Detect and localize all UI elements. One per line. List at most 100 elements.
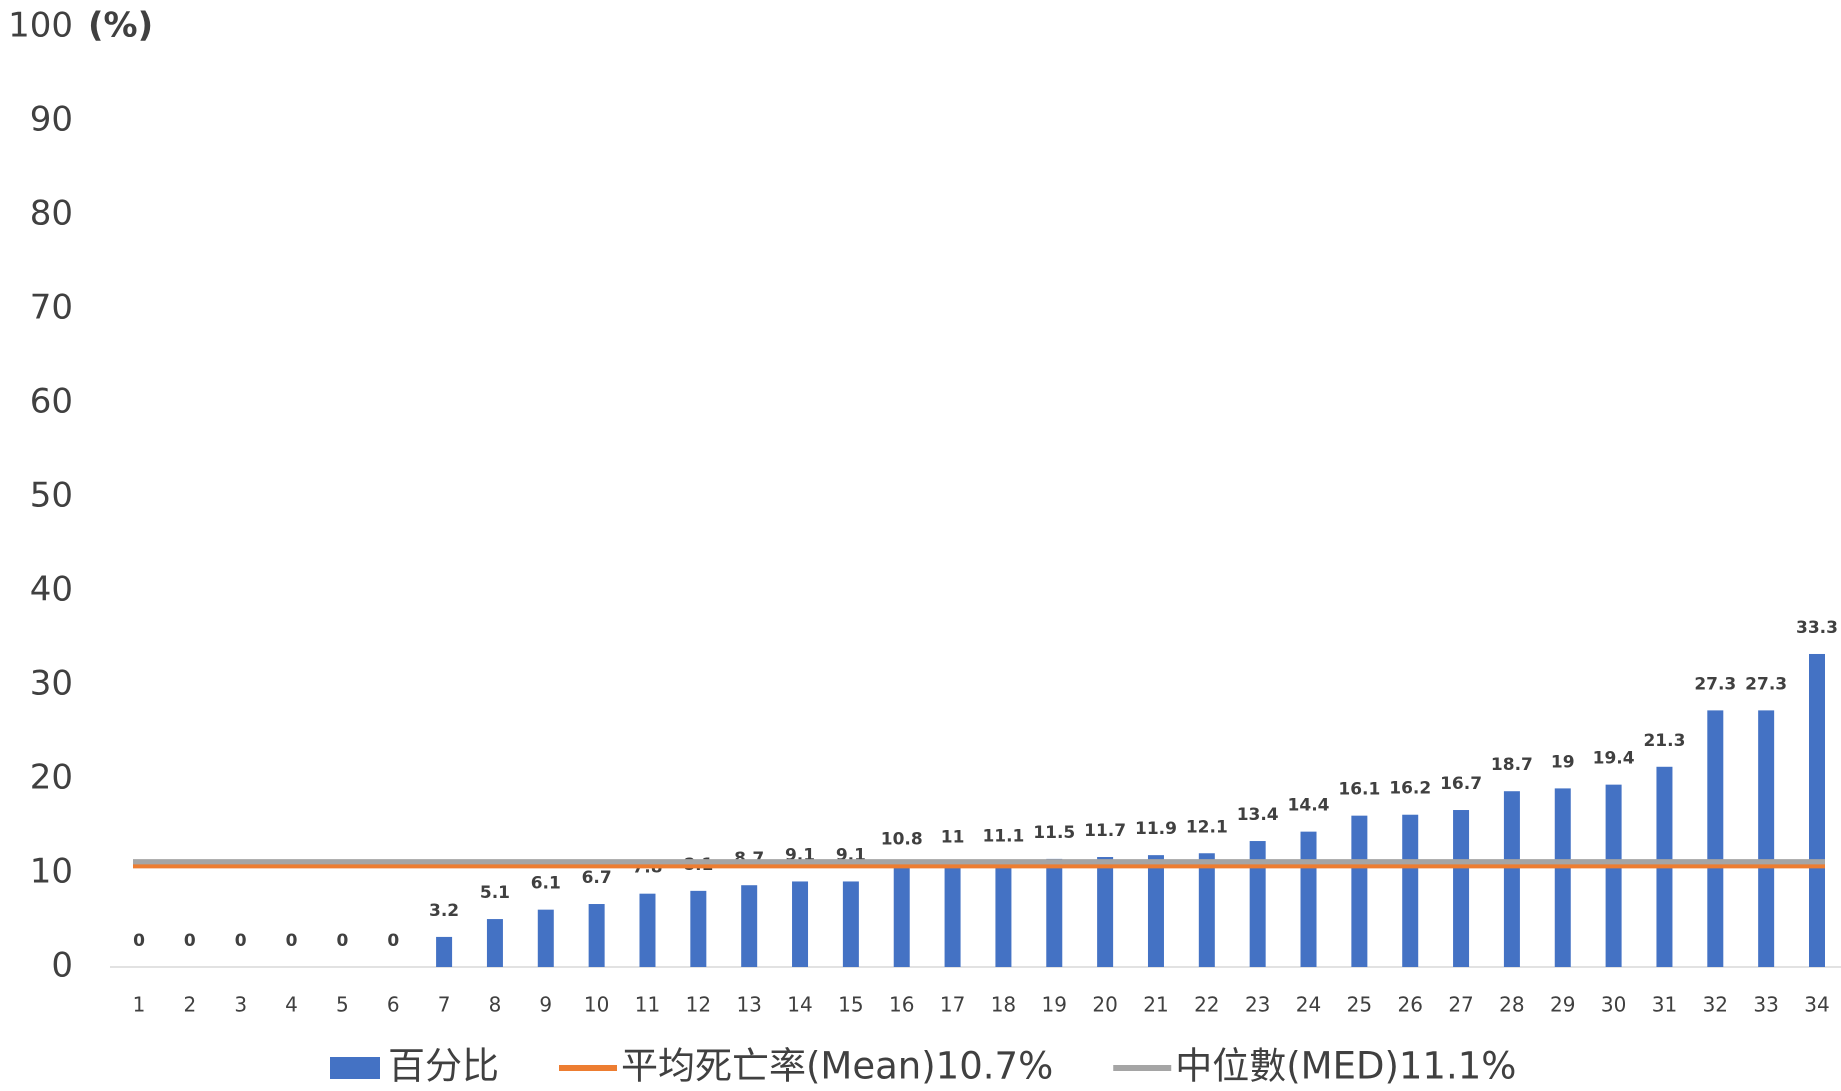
x-tick-label: 25 [1347, 993, 1372, 1017]
value-label: 19 [1551, 752, 1575, 772]
x-tick-label: 31 [1652, 993, 1677, 1017]
x-tick-label: 4 [285, 993, 298, 1017]
bar [639, 893, 656, 967]
bar [1198, 853, 1215, 967]
y-tick-label: 50 [30, 476, 73, 516]
x-tick-label: 33 [1753, 993, 1778, 1017]
y-tick-label: 10 [30, 852, 73, 892]
x-tick-label: 34 [1804, 993, 1829, 1017]
x-tick-label: 3 [234, 993, 247, 1017]
y-tick-label: 70 [30, 288, 73, 328]
bar [1503, 791, 1520, 967]
y-tick-label: 40 [30, 570, 73, 610]
bar [842, 881, 859, 967]
x-tick-label: 20 [1092, 993, 1117, 1017]
bar [537, 909, 554, 967]
value-label: 0 [336, 931, 348, 951]
bar [995, 862, 1012, 967]
x-tick-label: 5 [336, 993, 349, 1017]
x-tick-label: 8 [489, 993, 502, 1017]
y-tick-label: 0 [51, 946, 73, 986]
value-label: 0 [286, 931, 298, 951]
x-tick-label: 1 [133, 993, 146, 1017]
value-label: 13.4 [1237, 805, 1279, 825]
bar [792, 881, 809, 967]
value-label: 21.3 [1643, 731, 1685, 751]
legend-label: 百分比 [388, 1045, 499, 1088]
x-tick-label: 24 [1296, 993, 1321, 1017]
x-tick-label: 15 [838, 993, 863, 1017]
legend-label: 平均死亡率(Mean)10.7% [621, 1045, 1053, 1088]
value-label: 6.7 [582, 868, 612, 888]
bar [741, 885, 758, 967]
value-label: 16.7 [1440, 774, 1482, 794]
legend-swatch [330, 1057, 380, 1079]
value-label: 0 [133, 931, 145, 951]
y-tick-label: 20 [30, 758, 73, 798]
value-label: 10.8 [881, 829, 923, 849]
value-label: 14.4 [1288, 796, 1330, 816]
y-tick-label: 100 [8, 6, 73, 46]
y-tick-label: 60 [30, 382, 73, 422]
x-tick-label: 21 [1143, 993, 1168, 1017]
bar [690, 890, 707, 967]
value-label: 0 [387, 931, 399, 951]
value-label: 11.9 [1135, 819, 1177, 839]
bar [944, 863, 961, 967]
x-tick-label: 27 [1448, 993, 1473, 1017]
x-tick-label: 13 [736, 993, 761, 1017]
value-label: 11.1 [982, 827, 1024, 847]
x-tick-label: 11 [635, 993, 660, 1017]
bar [1351, 815, 1368, 967]
x-tick-label: 32 [1703, 993, 1728, 1017]
x-tick-label: 19 [1042, 993, 1067, 1017]
value-label: 0 [184, 931, 196, 951]
value-label: 11.7 [1084, 821, 1126, 841]
value-label: 5.1 [480, 883, 510, 903]
x-tick-label: 26 [1397, 993, 1422, 1017]
bar [1249, 841, 1266, 967]
x-tick-label: 2 [183, 993, 196, 1017]
x-tick-label: 28 [1499, 993, 1524, 1017]
x-tick-label: 10 [584, 993, 609, 1017]
bar [1809, 653, 1825, 967]
value-label: 27.3 [1745, 674, 1787, 694]
bar [436, 936, 453, 967]
value-label: 16.2 [1389, 779, 1431, 799]
x-tick-label: 12 [686, 993, 711, 1017]
bar [1453, 810, 1470, 967]
x-tick-label: 30 [1601, 993, 1626, 1017]
x-tick-label: 29 [1550, 993, 1575, 1017]
value-label: 19.4 [1593, 749, 1635, 769]
value-label: 18.7 [1491, 755, 1533, 775]
value-label: 27.3 [1694, 674, 1736, 694]
x-tick-label: 14 [787, 993, 812, 1017]
y-tick-label: 30 [30, 664, 73, 704]
value-label: 12.1 [1186, 817, 1228, 837]
bar [588, 904, 605, 967]
value-label: 0 [235, 931, 247, 951]
bar [1707, 710, 1724, 967]
bar [1300, 831, 1317, 967]
legend-label: 中位數(MED)11.1% [1175, 1045, 1516, 1088]
x-tick-label: 22 [1194, 993, 1219, 1017]
value-label: 11.5 [1033, 823, 1075, 843]
x-tick-label: 23 [1245, 993, 1270, 1017]
value-label: 16.1 [1338, 780, 1380, 800]
value-label: 3.2 [429, 901, 459, 921]
bar [1605, 784, 1622, 967]
y-tick-label: 90 [30, 100, 73, 140]
x-tick-label: 18 [991, 993, 1016, 1017]
x-tick-label: 9 [539, 993, 552, 1017]
x-tick-label: 6 [387, 993, 400, 1017]
x-tick-label: 16 [889, 993, 914, 1017]
value-label: 33.3 [1796, 618, 1838, 638]
bar [486, 919, 503, 967]
bar [1046, 858, 1063, 967]
bar [1758, 710, 1775, 967]
bar [1554, 788, 1571, 967]
bar [1147, 855, 1164, 967]
bar [1097, 857, 1114, 967]
x-tick-label: 7 [438, 993, 451, 1017]
